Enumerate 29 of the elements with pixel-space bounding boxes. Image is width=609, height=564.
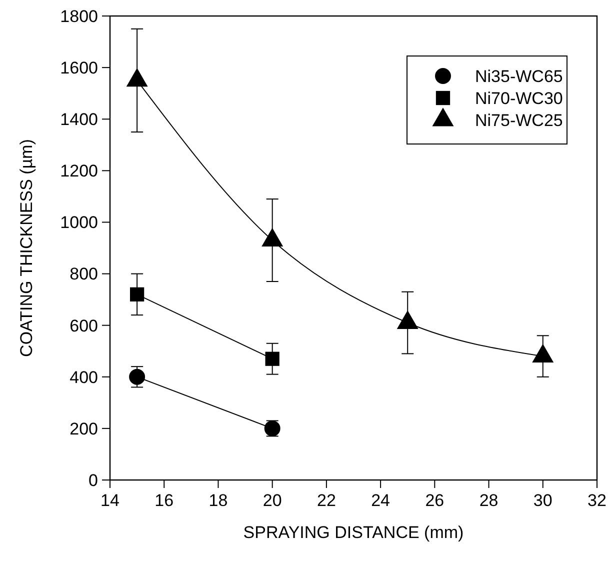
y-tick-label: 600 xyxy=(70,316,98,336)
point xyxy=(126,68,148,87)
x-tick-label: 32 xyxy=(588,491,606,510)
x-tick-label: 20 xyxy=(262,491,282,510)
x-axis-title: SPRAYING DISTANCE (mm) xyxy=(243,523,464,542)
x-tick-label: 14 xyxy=(100,491,120,510)
y-tick-label: 1200 xyxy=(60,162,98,181)
x-tick-label: 26 xyxy=(425,491,444,510)
legend-label: Ni35-WC65 xyxy=(475,66,563,86)
x-tick-label: 28 xyxy=(479,491,498,510)
x-tick-label: 16 xyxy=(154,491,174,510)
y-tick-label: 800 xyxy=(70,264,98,284)
legend-label: Ni75-WC25 xyxy=(475,110,563,130)
y-tick-label: 400 xyxy=(70,368,98,387)
point xyxy=(129,368,146,385)
x-tick-label: 30 xyxy=(533,491,552,510)
y-axis-title: COATING THICKNESS (µm) xyxy=(17,139,36,357)
x-tick-label: 18 xyxy=(208,491,228,510)
x-tick-label: 22 xyxy=(316,491,336,510)
x-tick-label: 24 xyxy=(371,491,390,510)
legend-label: Ni70-WC30 xyxy=(475,88,563,108)
point xyxy=(265,352,280,366)
y-tick-label: 1400 xyxy=(60,110,98,130)
y-tick-label: 1000 xyxy=(60,213,98,232)
y-tick-label: 1600 xyxy=(60,58,98,78)
y-tick-label: 1800 xyxy=(60,6,98,26)
y-tick-label: 0 xyxy=(88,470,98,490)
point xyxy=(130,287,144,302)
y-tick-label: 200 xyxy=(70,419,98,438)
